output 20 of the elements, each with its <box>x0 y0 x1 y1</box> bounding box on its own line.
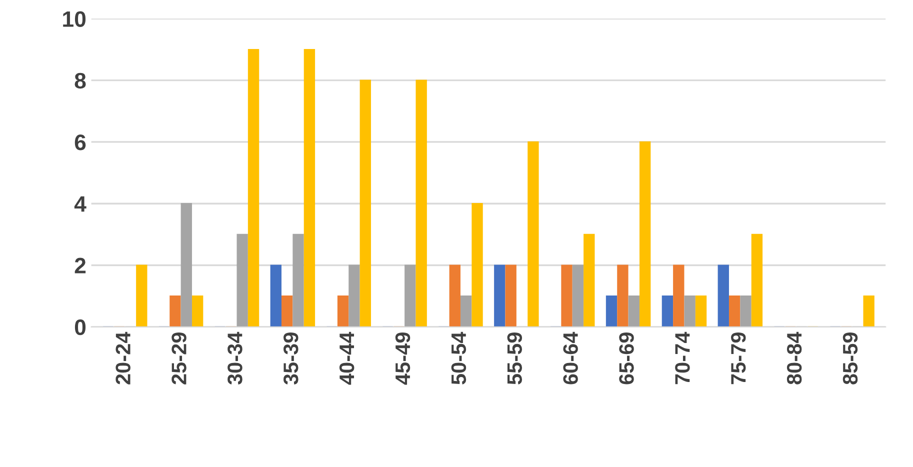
x-tick-label: 80-84 <box>786 332 802 384</box>
y-tick-label: 4 <box>74 196 86 212</box>
x-tick-label: 25-29 <box>172 332 186 384</box>
y-tick-label: 8 <box>74 72 86 89</box>
x-tick-label: 85-59 <box>842 332 858 384</box>
x-tick-label: 20-24 <box>116 332 130 384</box>
x-tick-label: 50-54 <box>451 332 466 384</box>
x-tick-label: 75-79 <box>731 332 746 384</box>
x-tick-label: 35-39 <box>284 332 298 385</box>
y-tick-label: 2 <box>74 258 86 274</box>
x-tick-label: 40-44 <box>339 332 354 385</box>
x-tick-label: 30-34 <box>228 332 242 385</box>
x-tick-label: 55-59 <box>507 332 522 384</box>
y-tick-label: 0 <box>74 319 86 336</box>
x-tick-label: 60-64 <box>563 332 578 384</box>
x-tick-label: 45-49 <box>395 332 410 385</box>
x-tick-label: 65-69 <box>619 332 634 384</box>
x-tick-label: 70-74 <box>675 332 690 384</box>
y-tick-label: 10 <box>63 11 86 27</box>
y-tick-label: 6 <box>74 134 86 150</box>
